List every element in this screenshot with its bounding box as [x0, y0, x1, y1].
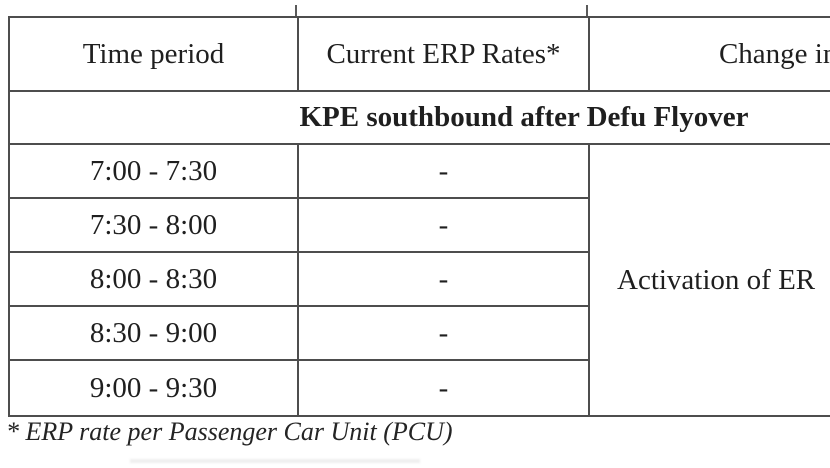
rate-cell: -: [297, 197, 590, 253]
header-cell-change-in-rates: Change in Rates: [588, 16, 830, 92]
table-row: 7:00 - 7:30 - Activation of ER: [8, 143, 830, 417]
table-header-row: Time period Current ERP Rates* Change in…: [8, 16, 830, 92]
time-period-cell: 7:30 - 8:00: [8, 197, 299, 253]
rate-cell: -: [297, 305, 590, 361]
rate-cell: -: [297, 144, 590, 199]
cropped-divider-stub-left: [295, 5, 297, 17]
table-row: 9:00 - 9:30 -: [8, 359, 830, 417]
time-period-cell: 9:00 - 9:30: [8, 359, 299, 417]
table-row: 7:30 - 8:00 -: [8, 197, 830, 253]
cropped-text-artifact: [130, 459, 420, 463]
time-period-cell: 8:30 - 9:00: [8, 305, 299, 361]
header-cell-time-period: Time period: [8, 16, 299, 92]
time-period-cell: 8:00 - 8:30: [8, 251, 299, 307]
cropped-divider-stub-right: [586, 5, 588, 17]
table-row: 8:30 - 9:00 -: [8, 305, 830, 361]
header-cell-current-erp-rates: Current ERP Rates*: [297, 16, 590, 92]
rate-cell: -: [297, 359, 590, 417]
section-title-row: KPE southbound after Defu Flyover: [8, 91, 830, 145]
time-period-cell: 7:00 - 7:30: [8, 144, 299, 199]
erp-footnote: * ERP rate per Passenger Car Unit (PCU): [6, 417, 453, 446]
table-row: 8:00 - 8:30 -: [8, 251, 830, 307]
rate-cell: -: [297, 251, 590, 307]
change-in-rates-cell: Activation of ER: [588, 143, 830, 417]
erp-rates-table: Time period Current ERP Rates* Change in…: [8, 16, 830, 417]
section-title: KPE southbound after Defu Flyover: [8, 91, 830, 145]
